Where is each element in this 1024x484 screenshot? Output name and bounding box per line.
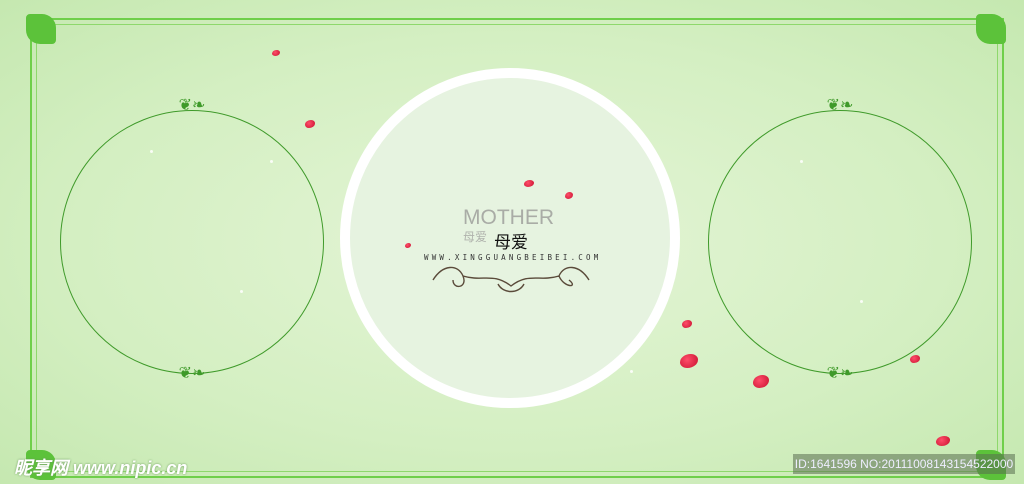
sparkle bbox=[240, 290, 243, 293]
title-cn: 母爱 bbox=[494, 233, 528, 253]
rose-petal-icon bbox=[680, 354, 698, 368]
rose-petal-icon bbox=[272, 50, 280, 56]
sparkle bbox=[270, 160, 273, 163]
rose-petal-icon bbox=[910, 355, 920, 363]
corner-ornament-icon bbox=[26, 450, 56, 480]
title-en: MOTHER bbox=[463, 206, 554, 229]
floral-flourish-icon: ❦❧ bbox=[826, 365, 854, 382]
left-photo-ring bbox=[60, 110, 324, 374]
rose-petal-icon bbox=[682, 320, 692, 328]
floral-flourish-icon: ❦❧ bbox=[826, 97, 854, 114]
watermark-logo: 昵享网 www.nipic.cn bbox=[14, 458, 188, 478]
corner-ornament-icon bbox=[976, 14, 1006, 44]
rose-petal-icon bbox=[936, 436, 950, 446]
sparkle bbox=[150, 150, 153, 153]
corner-ornament-icon bbox=[26, 14, 56, 44]
website-url: WWW.XINGGUANGBEIBEI.COM bbox=[424, 253, 602, 262]
outer-frame bbox=[30, 18, 1004, 478]
rose-petal-icon bbox=[753, 375, 769, 388]
center-photo-circle bbox=[340, 68, 680, 408]
right-photo-ring bbox=[708, 110, 972, 374]
image-id-label: ID:1641596 NO:20111008143154522000 bbox=[793, 454, 1015, 474]
sparkle bbox=[630, 370, 633, 373]
rose-petal-icon bbox=[565, 192, 573, 199]
title-cn-shadow: 母爱 bbox=[463, 230, 488, 244]
sparkle bbox=[800, 160, 803, 163]
inner-frame bbox=[36, 24, 998, 472]
floral-flourish-icon: ❦❧ bbox=[178, 365, 206, 382]
rose-petal-icon bbox=[305, 120, 315, 128]
sparkle bbox=[860, 300, 863, 303]
rose-petal-icon bbox=[524, 180, 534, 187]
scroll-flourish-icon bbox=[432, 266, 590, 293]
floral-flourish-icon: ❦❧ bbox=[178, 97, 206, 114]
rose-petal-icon bbox=[405, 243, 411, 248]
